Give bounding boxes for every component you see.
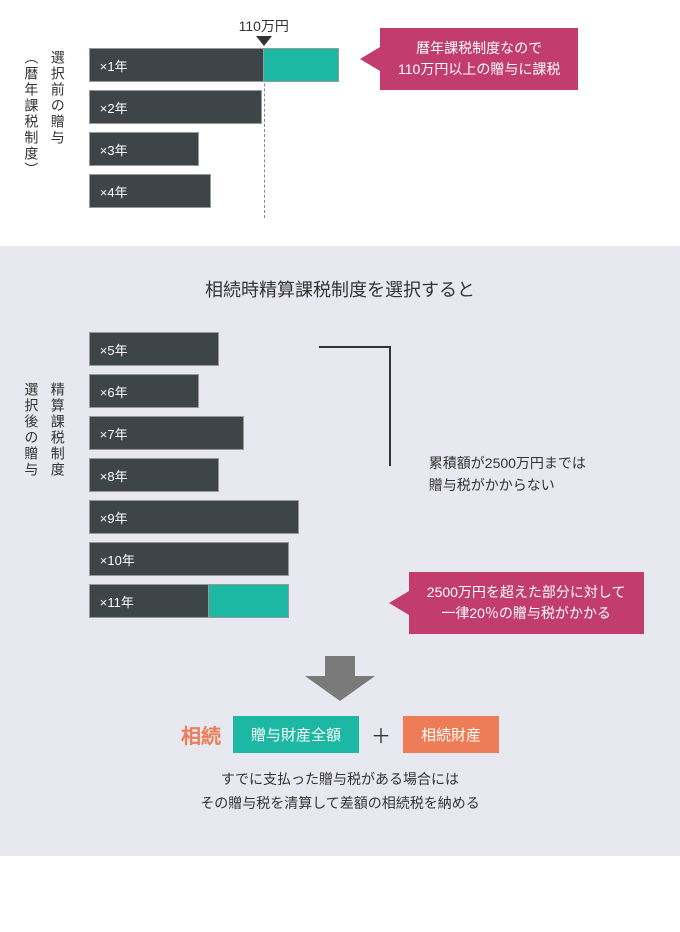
bar-row: ×9年 — [89, 500, 660, 534]
bar-row: ×5年 — [89, 332, 660, 366]
bar-dark-segment: ×9年 — [89, 500, 299, 534]
bar-dark-segment: ×7年 — [89, 416, 244, 450]
bar-row: ×10年 — [89, 542, 660, 576]
arrow-head-icon — [305, 676, 375, 701]
bar-dark-segment: ×6年 — [89, 374, 199, 408]
threshold-label: 110万円 — [239, 16, 289, 36]
section-settlement-tax: 相続時精算課税制度を選択すると 選択後の贈与 精算課税制度 ×5年×6年×7年×… — [0, 246, 680, 856]
big-arrow — [20, 656, 660, 701]
bar-dark-segment: ×4年 — [89, 174, 211, 208]
bottom-chart: 選択後の贈与 精算課税制度 ×5年 ×6年 ×7年 ×8年 ×9年 ×10年 ×11年 累積… — [20, 332, 660, 626]
top-callout: 暦年課税制度なので 110万円以上の贈与に課税 — [380, 28, 578, 90]
bottom-note-line1: 累積額が2500万円までは — [429, 452, 586, 474]
bar-dark-segment: ×5年 — [89, 332, 219, 366]
bar-dark-segment: ×3年 — [89, 132, 199, 166]
equation-box-inheritance: 相続財産 — [403, 716, 499, 753]
callout-arrow-icon — [389, 591, 409, 615]
top-callout-line1: 暦年課税制度なので — [398, 38, 560, 59]
bottom-label-sub: 選択後の贈与 — [20, 382, 42, 478]
bar-teal-segment — [209, 584, 289, 618]
bottom-note-line2: 贈与税がかからない — [429, 474, 586, 496]
bar-row: ×7年 — [89, 416, 660, 450]
bottom-label-main: 精算課税制度 — [46, 382, 68, 478]
bar-row: ×4年 — [89, 174, 660, 208]
bottom-callout: 2500万円を超えた部分に対して 一律20％の贈与税がかかる — [409, 572, 644, 634]
bottom-callout-line2: 一律20％の贈与税がかかる — [427, 603, 626, 624]
bar-dark-segment: ×10年 — [89, 542, 289, 576]
top-label-main: 選択前の贈与 — [46, 50, 68, 178]
bottom-bars-column: ×5年 ×6年 ×7年 ×8年 ×9年 ×10年 ×11年 累積額が2500万円までは 贈与… — [89, 332, 660, 626]
top-label-column: （暦年課税制度） 選択前の贈与 — [20, 20, 69, 178]
arrow-stem — [325, 656, 355, 676]
bar-dark-segment: ×1年 — [89, 48, 264, 82]
equation-box-gift: 贈与財産全額 — [233, 716, 359, 753]
section-calendar-year-tax: （暦年課税制度） 選択前の贈与 110万円 ×1年 ×2年 ×3年 ×4年 暦年課税制… — [0, 0, 680, 246]
callout-arrow-icon — [360, 47, 380, 71]
bar-dark-segment: ×11年 — [89, 584, 209, 618]
bottom-label-column: 選択後の贈与 精算課税制度 — [20, 332, 69, 478]
bottom-title: 相続時精算課税制度を選択すると — [20, 276, 660, 302]
bracket-vertical — [389, 346, 391, 466]
equation-plus: ＋ — [371, 720, 391, 749]
bar-row: ×6年 — [89, 374, 660, 408]
bar-row: ×2年 — [89, 90, 660, 124]
top-callout-line2: 110万円以上の贈与に課税 — [398, 59, 560, 80]
equation-row: 相続 贈与財産全額 ＋ 相続財産 — [20, 716, 660, 753]
footer-text: すでに支払った贈与税がある場合には その贈与税を清算して差額の相続税を納める — [20, 768, 660, 816]
top-label-sub: （暦年課税制度） — [20, 50, 42, 178]
bar-dark-segment: ×8年 — [89, 458, 219, 492]
bar-dark-segment: ×2年 — [89, 90, 262, 124]
bracket-horizontal — [319, 346, 389, 348]
bar-row: ×3年 — [89, 132, 660, 166]
bottom-callout-line1: 2500万円を超えた部分に対して — [427, 582, 626, 603]
footer-line1: すでに支払った贈与税がある場合には — [20, 768, 660, 792]
threshold-marker — [256, 36, 272, 46]
footer-line2: その贈与税を清算して差額の相続税を納める — [20, 792, 660, 816]
equation-label: 相続 — [181, 720, 221, 749]
bar-teal-segment — [264, 48, 339, 82]
bottom-note: 累積額が2500万円までは 贈与税がかからない — [429, 452, 586, 497]
